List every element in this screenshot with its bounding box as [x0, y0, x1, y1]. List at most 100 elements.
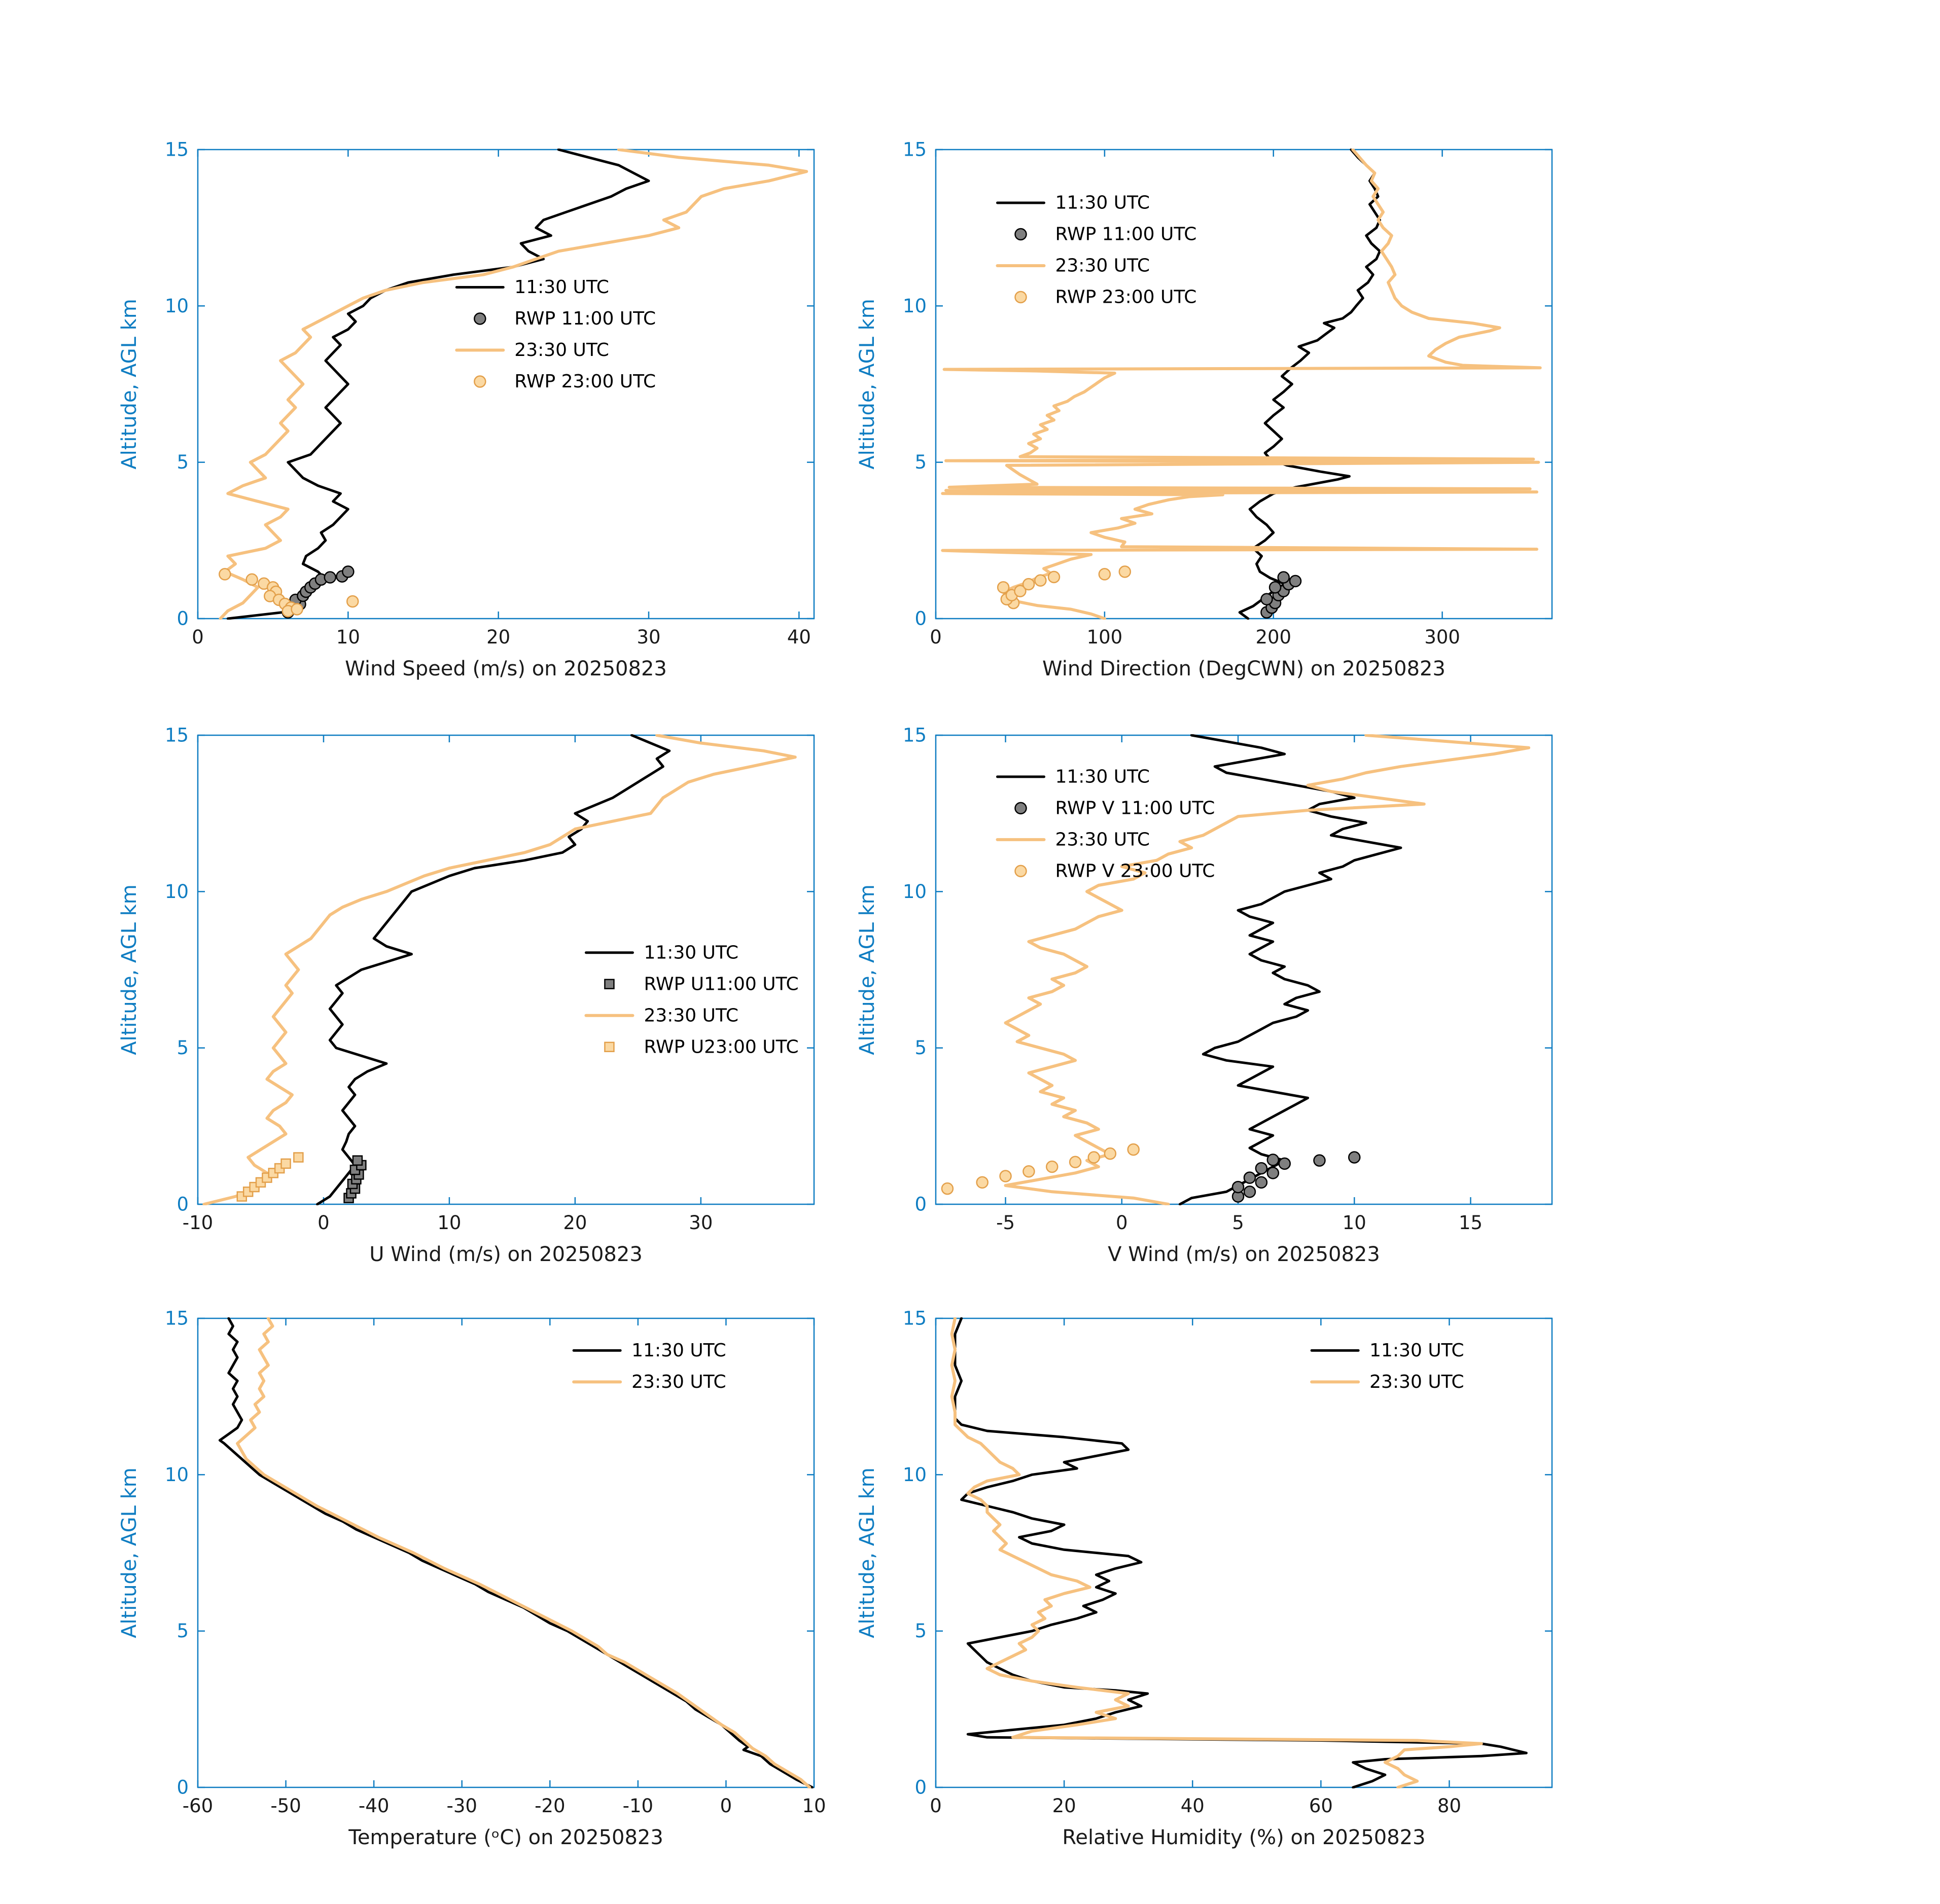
x-tick-label: -5: [996, 1212, 1015, 1234]
circle-marker: [1289, 574, 1302, 588]
x-tick-label: 10: [802, 1795, 826, 1817]
x-tick-label: 5: [1232, 1212, 1244, 1234]
x-tick-label: 80: [1437, 1795, 1461, 1817]
legend-label: 23:30 UTC: [644, 1005, 738, 1026]
circle-marker: [1255, 1176, 1268, 1189]
square-marker: [352, 1155, 363, 1166]
legend-label: 11:30 UTC: [514, 277, 609, 298]
axes-box: [197, 1317, 815, 1788]
circle-marker: [1045, 1160, 1059, 1173]
x-tick-label: 0: [1116, 1212, 1128, 1234]
legend-item-23-30-utc: 23:30 UTC: [996, 256, 1150, 276]
legend-item-11-30-utc: 11:30 UTC: [584, 942, 738, 963]
circle-marker: [1231, 1180, 1245, 1194]
legend-label: RWP U11:00 UTC: [644, 974, 798, 994]
legend-item-rwp-23-00-utc: RWP 23:00 UTC: [474, 371, 656, 392]
legend-relative-humidity: 11:30 UTC 23:30 UTC: [1310, 1340, 1464, 1392]
circle-marker: [999, 1170, 1012, 1182]
legend-circle-sample: [1014, 802, 1027, 815]
x-tick-label: 20: [563, 1212, 587, 1234]
legend-label: 11:30 UTC: [644, 942, 738, 963]
circle-marker: [1087, 1151, 1101, 1164]
y-tick-label: 0: [177, 1194, 189, 1215]
circle-marker: [1313, 1154, 1326, 1167]
series-line-11-30-utc: [226, 149, 650, 620]
y-axis-label: Altitude, AGL km: [856, 884, 879, 1055]
circle-marker: [1243, 1185, 1256, 1198]
circle-marker: [1014, 585, 1027, 597]
legend-item-23-30-utc: 23:30 UTC: [996, 829, 1150, 850]
x-tick-label: 10: [336, 626, 360, 648]
y-axis-label: Altitude, AGL km: [118, 884, 141, 1055]
y-tick-label: 5: [914, 1037, 927, 1059]
legend-label: 23:30 UTC: [1055, 829, 1150, 850]
circle-marker: [1255, 1162, 1268, 1175]
legend-label: 23:30 UTC: [631, 1372, 726, 1392]
series-line-23-30-utc: [941, 149, 1542, 620]
circle-marker: [1098, 568, 1111, 581]
x-tick-label: 200: [1255, 626, 1291, 648]
legend-label: RWP 23:00 UTC: [514, 371, 656, 392]
legend-label: 11:30 UTC: [1055, 193, 1150, 213]
x-tick-label: 0: [192, 626, 204, 648]
y-tick-label: 10: [165, 1464, 189, 1486]
x-tick-label: 20: [486, 626, 510, 648]
x-tick-label: 30: [637, 626, 660, 648]
legend-circle-sample: [474, 312, 486, 325]
panel-temperature: -60 -50 -40 -30 -20 -10 0 10 0 5 10 15 Temperature (…: [118, 1308, 826, 1850]
axes-box: [197, 149, 815, 620]
legend-label: 23:30 UTC: [1055, 256, 1150, 276]
legend-item-rwp-u11-00-utc: RWP U11:00 UTC: [604, 974, 799, 994]
legend-item-rwp-11-00-utc: RWP 11:00 UTC: [474, 308, 656, 329]
x-tick-label: 100: [1087, 626, 1123, 648]
y-tick-label: 5: [177, 1037, 189, 1059]
x-tick-label: 0: [720, 1795, 732, 1817]
circle-marker: [1022, 1165, 1035, 1178]
y-tick-label: 15: [165, 1308, 189, 1330]
circle-marker: [1266, 1154, 1280, 1166]
legend-square-sample: [604, 979, 615, 989]
x-tick-label: 15: [1459, 1212, 1483, 1234]
x-tick-label: -40: [359, 1795, 389, 1817]
y-tick-label: 5: [914, 451, 927, 473]
legend-item-11-30-utc: 11:30 UTC: [996, 193, 1150, 213]
legend-circle-sample: [1014, 865, 1027, 878]
legend-item-23-30-utc: 23:30 UTC: [572, 1372, 726, 1392]
circle-marker: [1277, 571, 1290, 584]
y-tick-label: 5: [177, 451, 189, 473]
series-line-23-30-utc: [1004, 734, 1531, 1205]
legend-label: 11:30 UTC: [1055, 766, 1150, 787]
circle-marker: [1047, 570, 1061, 584]
x-tick-label: 40: [787, 626, 811, 648]
legend-label: RWP U23:00 UTC: [644, 1036, 798, 1057]
legend-wind-direction: 11:30 UTC RWP 11:00 UTC 23:30 UTC RWP 23:00…: [996, 193, 1197, 308]
y-axis-label: Altitude, AGL km: [118, 299, 141, 470]
legend-square-sample: [604, 1041, 615, 1052]
legend-label: RWP 11:00 UTC: [1055, 224, 1197, 245]
y-tick-label: 0: [914, 1194, 927, 1215]
legend-label: RWP V 23:00 UTC: [1055, 860, 1215, 881]
circle-marker: [1278, 1157, 1291, 1170]
legend-label: 23:30 UTC: [514, 340, 609, 361]
legend-circle-sample: [1014, 228, 1027, 241]
series-markers-rwp-23-00-utc: [219, 568, 359, 618]
x-axis-label: U Wind (m/s) on 20250823: [369, 1243, 643, 1266]
legend-label: RWP 23:00 UTC: [1055, 287, 1197, 308]
y-tick-label: 0: [177, 608, 189, 630]
x-axis-label: Relative Humidity (%) on 20250823: [1062, 1826, 1425, 1849]
legend-circle-sample: [474, 375, 486, 388]
x-tick-label: 60: [1309, 1795, 1333, 1817]
axes-box: [197, 734, 815, 1205]
legend-label: 11:30 UTC: [1369, 1340, 1464, 1361]
y-tick-label: 5: [914, 1620, 927, 1642]
y-tick-label: 15: [165, 725, 189, 746]
legend-item-23-30-utc: 23:30 UTC: [1310, 1372, 1464, 1392]
x-tick-label: -20: [535, 1795, 565, 1817]
circle-marker: [1268, 581, 1282, 594]
x-axis-label: Wind Direction (DegCWN) on 20250823: [1042, 657, 1445, 680]
series-line-11-30-utc: [954, 1317, 1528, 1788]
circle-marker: [1348, 1151, 1361, 1164]
legend-item-rwp-11-00-utc: RWP 11:00 UTC: [1014, 224, 1197, 245]
axes-box: [935, 734, 1553, 1205]
legend-item-rwp-v-11-00-utc: RWP V 11:00 UTC: [1014, 798, 1215, 818]
